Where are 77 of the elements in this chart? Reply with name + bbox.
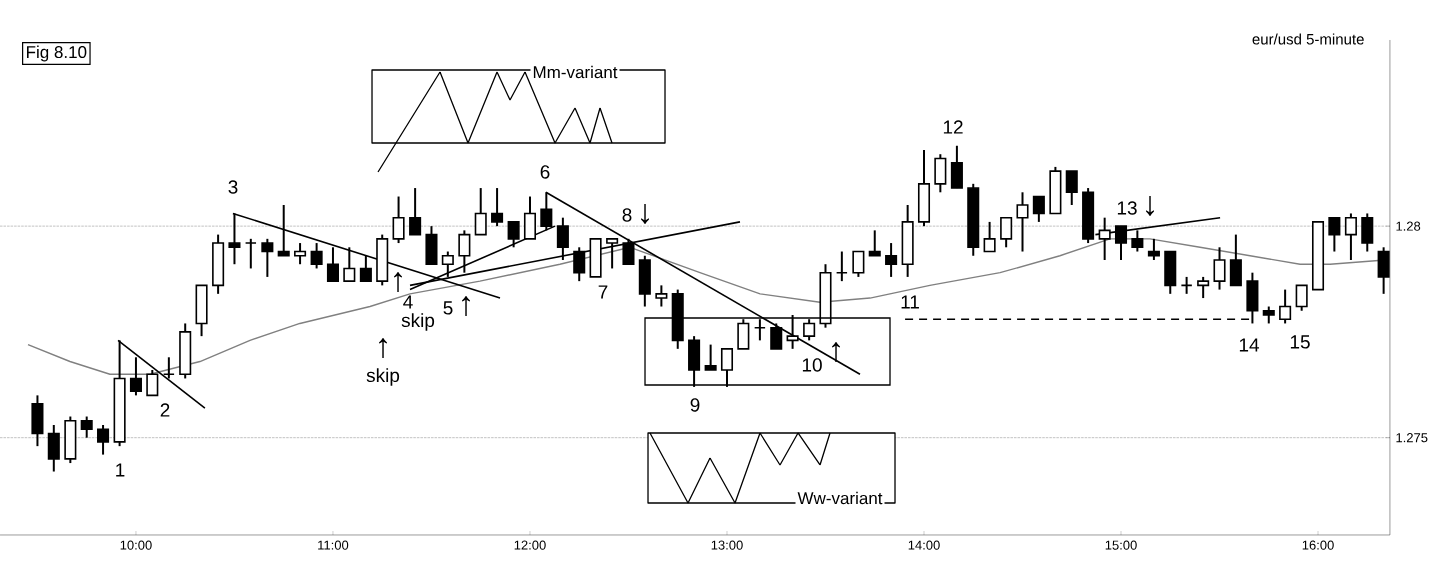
x-tick-label: 10:00 <box>120 540 152 550</box>
candlestick <box>1295 284 1308 312</box>
candlestick <box>491 187 504 228</box>
annotation: Ww-variant <box>797 491 883 505</box>
candlestick <box>1000 216 1013 249</box>
annotation: 2 <box>160 403 170 417</box>
candlestick <box>458 229 471 274</box>
candlestick <box>80 415 93 439</box>
candlestick <box>655 284 668 308</box>
annotation: 14 <box>1239 338 1260 352</box>
candlestick <box>606 237 619 270</box>
annotation: 8 <box>622 208 632 222</box>
chart-subtitle: eur/usd 5-minute <box>1252 33 1364 45</box>
candlestick <box>868 229 881 257</box>
annotation: 10 <box>802 358 822 372</box>
candlestick <box>129 356 142 397</box>
annotation: ↓ <box>1146 195 1154 217</box>
annotation: 11 <box>901 295 919 309</box>
candlestick <box>573 246 586 283</box>
candlestick <box>441 250 454 278</box>
candlestick <box>392 195 405 245</box>
candlestick <box>359 254 372 283</box>
candlestick <box>1180 275 1193 295</box>
candlestick <box>294 242 307 266</box>
annotation: 7 <box>598 285 608 299</box>
annotation: 6 <box>540 165 550 179</box>
x-tick-label: 14:00 <box>908 540 940 550</box>
y-tick-label: 1.28 <box>1396 221 1421 231</box>
candlestick <box>704 343 717 371</box>
candlestick <box>1197 275 1210 300</box>
annotation: 9 <box>690 398 700 412</box>
annotation: 3 <box>228 180 238 194</box>
annotation: skip <box>401 313 435 331</box>
x-tick-label: 12:00 <box>514 540 546 550</box>
candlestick <box>162 356 175 380</box>
annotation: 12 <box>943 120 963 134</box>
candlestick <box>1328 216 1341 253</box>
candlestick <box>97 423 110 456</box>
annotation: 1 <box>116 463 125 477</box>
x-tick-label: 16:00 <box>1302 540 1334 550</box>
candlestick <box>310 242 323 270</box>
x-tick-label: 13:00 <box>711 540 743 550</box>
candlestick <box>770 322 783 350</box>
candlestick <box>983 220 996 253</box>
candlestick <box>343 246 356 283</box>
candlestick <box>835 250 848 283</box>
annotation: skip <box>366 368 400 386</box>
candlestick <box>1016 191 1029 253</box>
annotation: 15 <box>1290 335 1310 349</box>
candlestick <box>885 242 898 278</box>
annotation: ↑ <box>394 271 402 293</box>
candlestick <box>326 246 339 283</box>
candlestick <box>409 187 422 236</box>
candlestick <box>1065 170 1078 206</box>
candlestick <box>1344 212 1357 261</box>
annotation: ↑ <box>462 295 470 317</box>
annotation: ↓ <box>641 203 649 225</box>
chart-title: Fig 8.10 <box>27 45 87 62</box>
x-tick-label: 15:00 <box>1105 540 1137 550</box>
annotation: 5 <box>443 301 453 315</box>
annotation: 13 <box>1117 201 1137 215</box>
candlestick <box>852 250 865 278</box>
candlestick <box>622 237 635 266</box>
annotation: ↑ <box>379 337 387 359</box>
candlestick <box>146 368 159 397</box>
annotation: Mm-variant <box>533 65 618 79</box>
candlestick <box>1147 237 1160 261</box>
candlestick <box>244 237 257 270</box>
candlestick <box>261 237 274 278</box>
candlestick <box>474 187 487 236</box>
candlestick <box>1279 288 1292 325</box>
y-tick-label: 1.275 <box>1396 433 1428 443</box>
x-tick-label: 11:00 <box>318 540 349 550</box>
candlestick <box>1213 246 1226 291</box>
annotation: ↑ <box>832 341 840 363</box>
candlestick <box>1032 195 1045 223</box>
annotation: 4 <box>403 295 413 309</box>
